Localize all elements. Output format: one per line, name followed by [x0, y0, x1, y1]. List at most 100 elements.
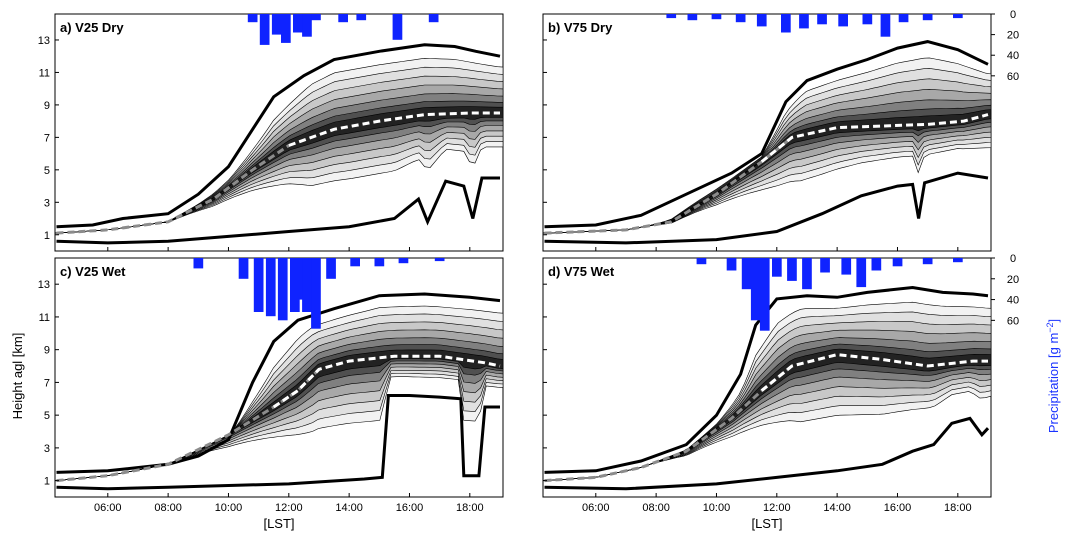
precipitation-bar: [428, 14, 439, 23]
x-tick-label: 16:00: [884, 502, 912, 514]
y-tick-label: 5: [44, 410, 50, 422]
x-tick-label: 06:00: [582, 502, 610, 514]
cloud-top-line: [544, 40, 989, 229]
x-tick-label: 08:00: [154, 502, 182, 514]
x-tick-label: 06:00: [94, 502, 122, 514]
y-tick-label: 11: [39, 67, 50, 79]
y-tick-label: 7: [44, 132, 50, 144]
precipitation-bar: [880, 14, 891, 37]
precip-tick-label: 40: [1007, 50, 1019, 62]
precip-label-exp: −2: [1045, 322, 1055, 332]
precipitation-bar: [392, 14, 403, 40]
precipitation-bar: [326, 258, 336, 279]
mean-height-line-early: [56, 144, 290, 235]
precipitation-bar: [892, 258, 903, 267]
y-tick-label: 13: [38, 35, 50, 47]
y-tick-label: 1: [44, 476, 50, 488]
y-axis-label: Height agl [km]: [10, 333, 25, 420]
precip-tick-label: 20: [1007, 30, 1019, 42]
precipitation-bar: [856, 258, 867, 288]
precipitation-bar: [259, 14, 270, 45]
precipitation-bar: [802, 258, 812, 290]
precipitation-bar: [271, 14, 282, 35]
plot-area: [543, 258, 991, 491]
mean-height-line-late: [760, 113, 989, 163]
panel-c: c) V25 Wet 06:00 08:00 10:00 12:00 14:00 16:00…: [38, 257, 504, 514]
x-tick-label: 18:00: [456, 502, 484, 514]
x-tick-label: 08:00: [642, 502, 670, 514]
precipitation-bar: [953, 258, 963, 263]
precipitation-bar: [398, 258, 409, 264]
plot-area: [55, 258, 503, 491]
precip-tick-label: 60: [1007, 315, 1019, 327]
panel-label: b) V75 Dry: [548, 20, 613, 35]
panel-label: c) V25 Wet: [60, 264, 126, 279]
precipitation-bar: [247, 14, 258, 23]
precipitation-bar: [296, 258, 306, 300]
cloud-base-line: [56, 176, 500, 245]
precip-tick-label: 40: [1007, 295, 1019, 307]
precipitation-axis-label: Precipitation [g m−2]: [1045, 319, 1061, 433]
precipitation-bar: [799, 14, 809, 29]
precipitation-bar: [311, 14, 321, 21]
contour-band: [543, 109, 991, 234]
y-tick-label: 9: [44, 100, 50, 112]
precipitation-bar: [311, 258, 321, 329]
precip-label-text: Precipitation [g m: [1046, 333, 1061, 433]
precip-tick-label: 0: [1010, 9, 1016, 21]
cloud-top-line: [544, 285, 989, 474]
x-tick-label: 10:00: [215, 502, 243, 514]
precipitation-bar: [356, 14, 367, 21]
precipitation-bar: [290, 258, 300, 312]
mean-height-line-early: [56, 368, 321, 483]
x-tick-label: 16:00: [396, 502, 424, 514]
precipitation-bar: [741, 258, 752, 290]
precipitation-bar: [338, 14, 348, 23]
precipitation-bar: [265, 258, 276, 317]
precipitation-bar: [350, 258, 360, 267]
cloud-base-line: [56, 394, 500, 491]
precip-tick-label: 60: [1007, 71, 1019, 83]
mean-height-line-late: [760, 353, 988, 392]
y-tick-label: 1: [44, 230, 50, 242]
panel-label: d) V75 Wet: [548, 264, 615, 279]
precipitation-bar: [711, 14, 722, 20]
precipitation-bar: [302, 14, 312, 37]
precipitation-bar: [293, 14, 303, 33]
precipitation-bar: [238, 258, 249, 279]
precipitation-bar: [277, 258, 288, 321]
precipitation-bar: [726, 258, 737, 271]
cloud-top-line: [56, 43, 501, 229]
precipitation-bar: [820, 258, 830, 273]
precipitation-bar: [696, 258, 707, 265]
precipitation-bar: [781, 14, 791, 33]
precipitation-bar: [756, 14, 767, 27]
precipitation-bar: [922, 258, 933, 265]
plot-area: [543, 14, 991, 245]
y-tick-label: 13: [38, 279, 50, 291]
precipitation-bar: [434, 258, 445, 262]
precipitation-bar: [841, 258, 852, 275]
precipitation-bar: [871, 258, 882, 271]
precip-label-end: ]: [1046, 319, 1061, 323]
x-axis-label-right: [LST]: [751, 516, 782, 531]
precipitation-bar: [302, 258, 312, 312]
y-tick-label: 7: [44, 377, 50, 389]
precipitation-bar: [772, 258, 782, 277]
precip-tick-label: 20: [1007, 274, 1019, 286]
precipitation-bar: [666, 14, 677, 19]
precipitation-bar: [759, 258, 770, 331]
precipitation-bar: [953, 14, 963, 19]
precipitation-bar: [838, 14, 848, 27]
y-tick-label: 5: [44, 165, 50, 177]
precipitation-bar: [735, 14, 746, 23]
y-tick-label: 3: [44, 443, 50, 455]
precipitation-bar: [750, 258, 761, 321]
plot-area: [55, 14, 503, 245]
precipitation-bar: [862, 14, 873, 25]
precipitation-bar: [193, 258, 204, 269]
panel-d: d) V75 Wet 06:00 08:00 10:00 12:00 14:00 16:00…: [542, 253, 1019, 514]
y-tick-label: 11: [39, 312, 50, 324]
precipitation-bar: [253, 258, 264, 312]
